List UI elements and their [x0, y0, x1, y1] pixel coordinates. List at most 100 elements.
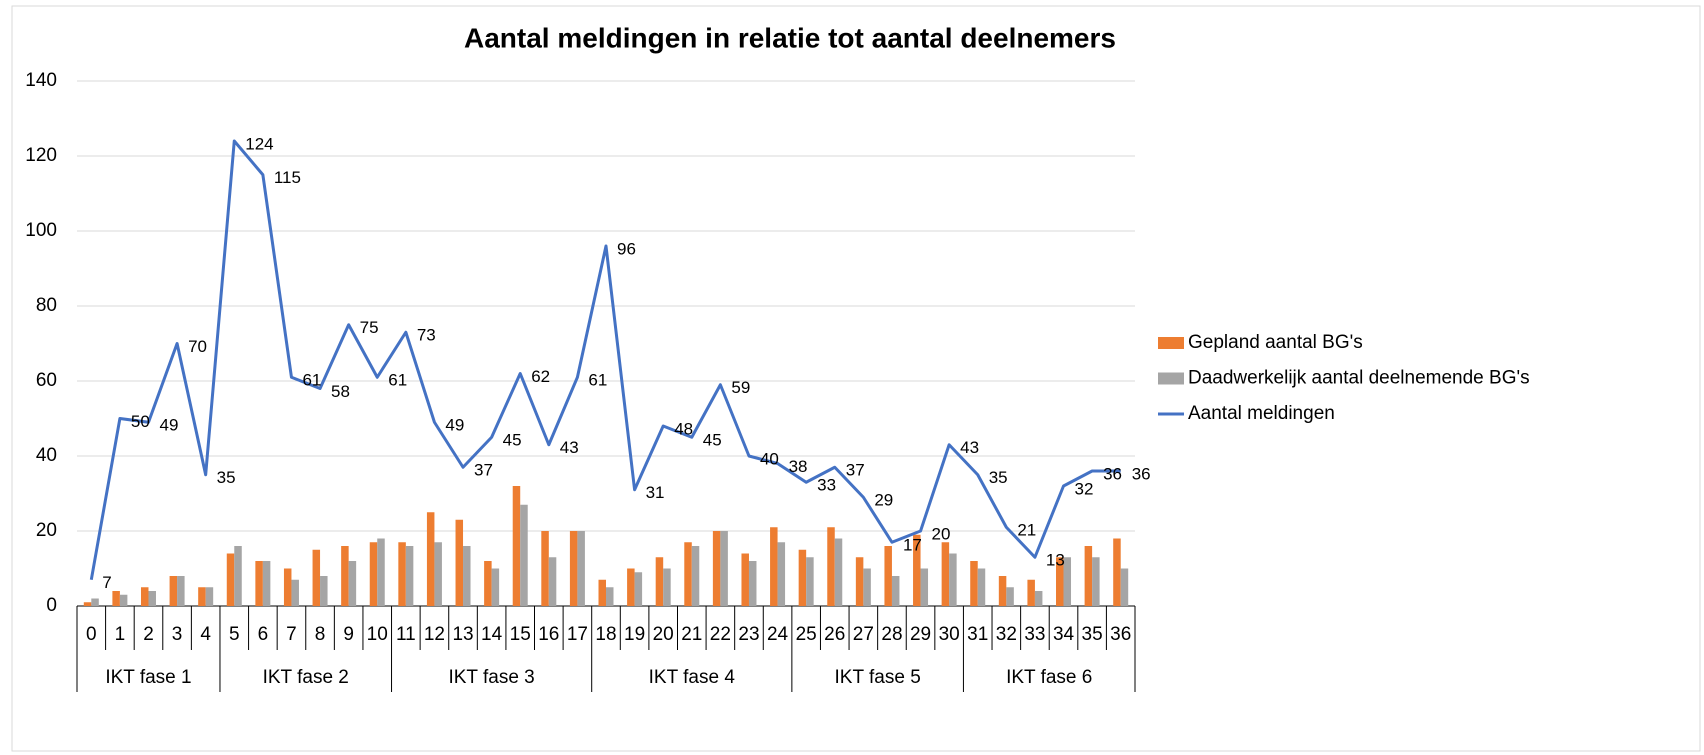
- x-tick-label: 36: [1110, 624, 1131, 645]
- group-label: IKT fase 5: [835, 667, 921, 688]
- x-tick-label: 8: [315, 624, 326, 645]
- bar: [398, 542, 406, 606]
- data-label: 43: [960, 438, 979, 457]
- x-tick-label: 0: [86, 624, 97, 645]
- bar: [226, 553, 235, 606]
- data-label: 70: [188, 337, 207, 356]
- data-label: 58: [331, 382, 350, 401]
- x-tick-label: 14: [481, 624, 503, 645]
- bar: [1120, 568, 1129, 606]
- group-label: IKT fase 3: [448, 667, 534, 688]
- data-label: 124: [245, 134, 273, 153]
- data-label: 48: [674, 419, 693, 438]
- y-tick-label: 40: [36, 445, 57, 466]
- bar: [998, 576, 1007, 606]
- x-tick-label: 17: [567, 624, 588, 645]
- chart-title: Aantal meldingen in relatie tot aantal d…: [464, 22, 1116, 53]
- data-label: 35: [989, 468, 1008, 487]
- data-label: 61: [588, 371, 607, 390]
- bar: [112, 591, 120, 606]
- data-label: 50: [131, 412, 150, 431]
- bar: [348, 561, 357, 606]
- x-tick-label: 33: [1024, 624, 1045, 645]
- bar: [663, 568, 671, 606]
- group-label: IKT fase 4: [649, 667, 736, 688]
- bar: [205, 587, 214, 606]
- data-label: 21: [1017, 521, 1036, 540]
- data-label: 45: [503, 431, 522, 450]
- x-tick-label: 20: [653, 624, 674, 645]
- data-label: 38: [789, 457, 808, 476]
- bar: [920, 568, 929, 606]
- bar: [834, 538, 843, 606]
- data-label: 36: [1103, 464, 1122, 483]
- bar: [169, 576, 178, 606]
- x-tick-label: 16: [538, 624, 559, 645]
- bar: [712, 531, 721, 606]
- x-tick-label: 3: [172, 624, 183, 645]
- x-tick-label: 5: [229, 624, 240, 645]
- x-tick-label: 22: [710, 624, 731, 645]
- bar: [691, 546, 700, 606]
- bar: [198, 587, 206, 606]
- y-tick-label: 140: [25, 70, 57, 91]
- bar: [655, 557, 664, 606]
- bar: [770, 527, 778, 606]
- x-tick-label: 30: [939, 624, 960, 645]
- bar: [341, 546, 349, 606]
- bar: [720, 531, 728, 606]
- data-label: 49: [445, 416, 464, 435]
- bar: [369, 542, 378, 606]
- data-label: 45: [703, 431, 722, 450]
- x-tick-label: 10: [367, 624, 388, 645]
- x-tick-label: 7: [286, 624, 297, 645]
- bar: [377, 538, 385, 606]
- x-tick-label: 32: [996, 624, 1017, 645]
- bar: [1006, 587, 1014, 606]
- bar: [748, 561, 757, 606]
- bar: [255, 561, 263, 606]
- bar: [884, 546, 892, 606]
- data-label: 37: [474, 461, 493, 480]
- bar: [312, 549, 321, 606]
- data-label: 62: [531, 367, 550, 386]
- bar: [520, 504, 528, 606]
- bar: [1027, 579, 1035, 606]
- bar: [806, 557, 814, 606]
- bar: [434, 542, 442, 606]
- x-tick-label: 19: [624, 624, 645, 645]
- bar: [606, 587, 614, 606]
- bar: [140, 587, 149, 606]
- bar: [569, 531, 578, 606]
- x-tick-label: 18: [595, 624, 616, 645]
- y-tick-label: 120: [25, 145, 57, 166]
- bar: [634, 572, 643, 606]
- data-label: 20: [932, 524, 951, 543]
- bar: [491, 568, 500, 606]
- y-tick-label: 0: [46, 595, 57, 616]
- bar: [1056, 557, 1064, 606]
- bar: [283, 568, 292, 606]
- x-tick-label: 21: [681, 624, 702, 645]
- bar: [891, 576, 900, 606]
- data-label: 73: [417, 326, 436, 345]
- data-label: 61: [388, 371, 407, 390]
- bar: [827, 527, 835, 606]
- x-tick-label: 23: [738, 624, 759, 645]
- data-label: 37: [846, 461, 865, 480]
- x-tick-label: 29: [910, 624, 931, 645]
- x-tick-label: 13: [452, 624, 473, 645]
- bar: [970, 561, 978, 606]
- bar: [941, 542, 950, 606]
- bar: [1084, 546, 1093, 606]
- data-label: 35: [217, 468, 236, 487]
- data-label: 59: [731, 378, 750, 397]
- data-label: 33: [817, 476, 836, 495]
- bar: [798, 549, 807, 606]
- x-tick-label: 11: [396, 624, 416, 645]
- bar: [1113, 538, 1121, 606]
- x-tick-label: 31: [967, 624, 988, 645]
- x-tick-label: 4: [200, 624, 211, 645]
- data-label: 31: [646, 483, 665, 502]
- bar: [119, 594, 128, 606]
